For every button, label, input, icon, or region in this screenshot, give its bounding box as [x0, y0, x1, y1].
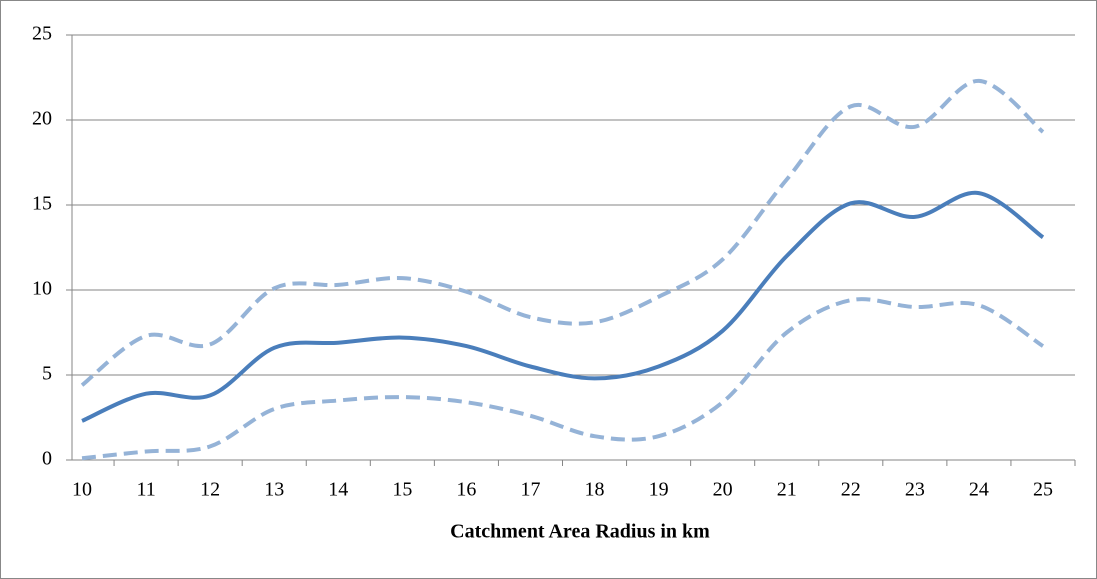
x-tick-label: 11 [136, 479, 155, 501]
y-tick-label: 10 [32, 278, 52, 300]
x-tick-label: 19 [649, 479, 669, 501]
x-axis-label: Catchment Area Radius in km [450, 521, 710, 543]
y-tick-label: 0 [42, 448, 52, 470]
x-tick-label: 23 [905, 479, 925, 501]
x-tick-label: 25 [1033, 479, 1053, 501]
x-tick-label: 21 [777, 479, 797, 501]
x-tick-label: 18 [585, 479, 605, 501]
y-tick-label: 25 [32, 23, 52, 45]
x-tick-label: 10 [72, 479, 92, 501]
y-tick-label: 20 [32, 108, 52, 130]
x-tick-label: 13 [264, 479, 284, 501]
x-tick-label: 12 [200, 479, 220, 501]
series-line [80, 78, 1045, 387]
x-tick-label: 16 [456, 479, 476, 501]
x-tick-label: 14 [328, 479, 348, 501]
x-tick-label: 22 [841, 479, 861, 501]
x-tick-label: 24 [969, 479, 989, 501]
series-line [81, 190, 1045, 423]
x-tick-label: 17 [520, 479, 540, 501]
y-tick-label: 15 [32, 193, 52, 215]
x-tick-label: 15 [392, 479, 412, 501]
x-tick-label: 20 [713, 479, 733, 501]
y-tick-label: 5 [42, 363, 52, 385]
series-line [81, 297, 1045, 461]
